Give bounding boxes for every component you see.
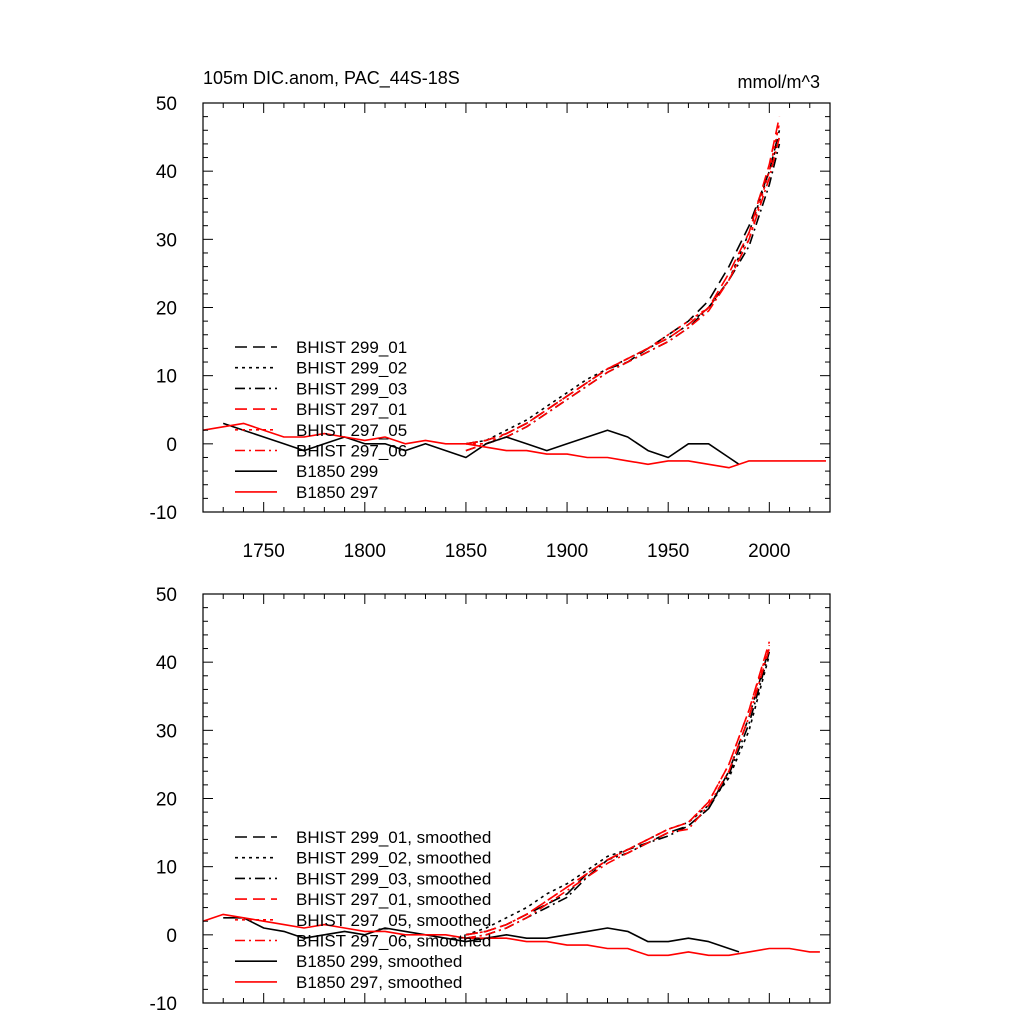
series-line-8 bbox=[203, 913, 820, 957]
legend-label: BHIST 297_05 bbox=[296, 421, 407, 440]
legend-label: B1850 297, smoothed bbox=[296, 973, 462, 992]
series-line-3 bbox=[465, 651, 771, 939]
y-tick-label: 30 bbox=[156, 230, 177, 251]
series-line-4 bbox=[465, 116, 781, 445]
legend-label: B1850 297 bbox=[296, 483, 378, 502]
y-tick-label: 0 bbox=[166, 926, 177, 947]
legend-label: BHIST 297_06 bbox=[296, 442, 407, 461]
legend-label: B1850 299 bbox=[296, 462, 378, 481]
y-tick-label: 0 bbox=[166, 435, 177, 456]
y-tick-label: 20 bbox=[156, 299, 177, 320]
y-tick-label: 30 bbox=[156, 721, 177, 742]
legend-label: BHIST 299_02, smoothed bbox=[296, 849, 491, 868]
legend-label: BHIST 299_01, smoothed bbox=[296, 828, 491, 847]
legend-label: BHIST 297_01 bbox=[296, 400, 407, 419]
y-tick-label: 50 bbox=[156, 94, 177, 115]
series-line-5 bbox=[465, 644, 771, 936]
series-line-1 bbox=[465, 648, 771, 936]
legend-label: BHIST 299_02 bbox=[296, 359, 407, 378]
y-tick-label: 50 bbox=[156, 585, 177, 606]
x-tick-label: 2000 bbox=[748, 541, 790, 562]
x-tick-label: 1750 bbox=[243, 541, 285, 562]
y-tick-label: 40 bbox=[156, 162, 177, 183]
series-line-6 bbox=[465, 136, 781, 452]
y-tick-label: -10 bbox=[150, 994, 177, 1015]
series-line-3 bbox=[465, 143, 781, 452]
units-label: mmol/m^3 bbox=[738, 72, 820, 92]
bottom-panel: -10 0 10 20 30 40 50 BHIST 299_01, smoothed BHIS… bbox=[150, 585, 831, 1015]
series-line-1 bbox=[465, 130, 781, 445]
y-tick-label: 40 bbox=[156, 653, 177, 674]
x-tick-label: 1800 bbox=[344, 541, 386, 562]
series-line-5 bbox=[465, 123, 781, 445]
series-line-6 bbox=[465, 648, 771, 939]
x-tick-label: 1850 bbox=[445, 541, 487, 562]
legend-label: B1850 299, smoothed bbox=[296, 952, 462, 971]
legend-label: BHIST 299_03, smoothed bbox=[296, 869, 491, 888]
series-line-4 bbox=[465, 641, 771, 936]
legend-label: BHIST 297_01, smoothed bbox=[296, 890, 491, 909]
legend-label: BHIST 299_01 bbox=[296, 338, 407, 357]
legend-label: BHIST 299_03 bbox=[296, 379, 407, 398]
y-tick-label: -10 bbox=[150, 503, 177, 524]
y-tick-label: 10 bbox=[156, 858, 177, 879]
legend-label: BHIST 297_06, smoothed bbox=[296, 932, 491, 951]
chart-title: 105m DIC.anom, PAC_44S-18S bbox=[203, 68, 460, 89]
top-panel: -10 0 10 20 30 40 50 1750 1800 1850 1900 1950 2000 BH… bbox=[150, 94, 831, 562]
series-line-7 bbox=[222, 422, 740, 465]
x-tick-label: 1950 bbox=[647, 541, 689, 562]
series-line-8 bbox=[203, 422, 826, 469]
legend-label: BHIST 297_05, smoothed bbox=[296, 911, 491, 930]
y-tick-label: 10 bbox=[156, 367, 177, 388]
y-tick-label: 20 bbox=[156, 790, 177, 811]
series-line-2 bbox=[465, 655, 771, 936]
x-tick-label: 1900 bbox=[546, 541, 588, 562]
series-line-2 bbox=[465, 136, 781, 445]
